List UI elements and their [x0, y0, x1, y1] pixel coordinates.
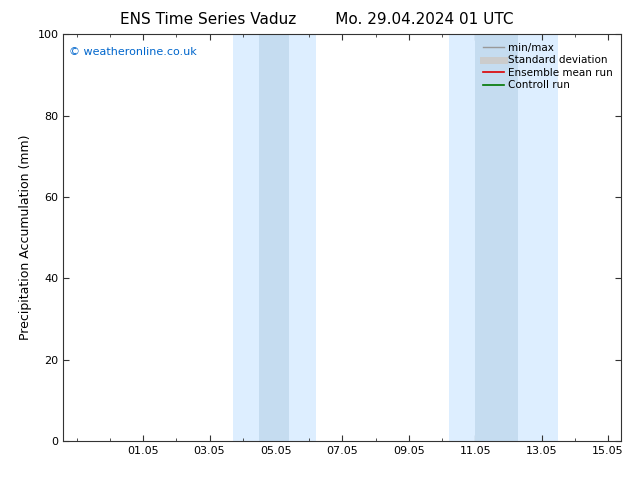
Text: ENS Time Series Vaduz        Mo. 29.04.2024 01 UTC: ENS Time Series Vaduz Mo. 29.04.2024 01 … [120, 12, 514, 27]
Text: © weatheronline.co.uk: © weatheronline.co.uk [69, 47, 197, 56]
Bar [259, 34, 289, 441]
Y-axis label: Precipitation Accumulation (mm): Precipitation Accumulation (mm) [19, 135, 32, 341]
Bar [233, 34, 316, 441]
Bar [476, 34, 519, 441]
Legend: min/max, Standard deviation, Ensemble mean run, Controll run: min/max, Standard deviation, Ensemble me… [480, 40, 616, 94]
Bar [449, 34, 558, 441]
